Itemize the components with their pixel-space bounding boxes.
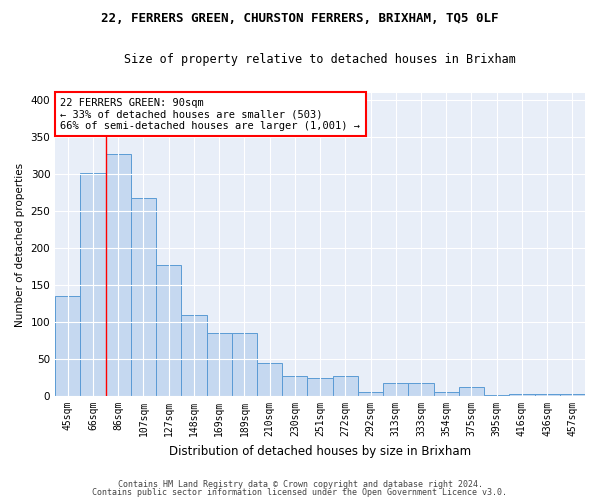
Text: 22, FERRERS GREEN, CHURSTON FERRERS, BRIXHAM, TQ5 0LF: 22, FERRERS GREEN, CHURSTON FERRERS, BRI…	[101, 12, 499, 26]
Bar	[131, 198, 156, 396]
Bar	[560, 394, 585, 396]
Bar	[484, 394, 509, 396]
Bar	[307, 378, 332, 396]
Bar	[383, 384, 409, 396]
Bar	[257, 363, 282, 396]
Bar	[509, 394, 535, 396]
Title: Size of property relative to detached houses in Brixham: Size of property relative to detached ho…	[124, 52, 516, 66]
X-axis label: Distribution of detached houses by size in Brixham: Distribution of detached houses by size …	[169, 444, 471, 458]
Bar	[206, 333, 232, 396]
Bar	[434, 392, 459, 396]
Bar	[106, 154, 131, 396]
Y-axis label: Number of detached properties: Number of detached properties	[15, 162, 25, 326]
Bar	[535, 394, 560, 396]
Bar	[282, 376, 307, 396]
Bar	[409, 384, 434, 396]
Bar	[156, 264, 181, 396]
Text: Contains public sector information licensed under the Open Government Licence v3: Contains public sector information licen…	[92, 488, 508, 497]
Bar	[181, 315, 206, 396]
Bar	[358, 392, 383, 396]
Bar	[80, 173, 106, 396]
Text: Contains HM Land Registry data © Crown copyright and database right 2024.: Contains HM Land Registry data © Crown c…	[118, 480, 482, 489]
Bar	[332, 376, 358, 396]
Bar	[459, 387, 484, 396]
Bar	[55, 296, 80, 396]
Text: 22 FERRERS GREEN: 90sqm
← 33% of detached houses are smaller (503)
66% of semi-d: 22 FERRERS GREEN: 90sqm ← 33% of detache…	[61, 98, 361, 131]
Bar	[232, 333, 257, 396]
